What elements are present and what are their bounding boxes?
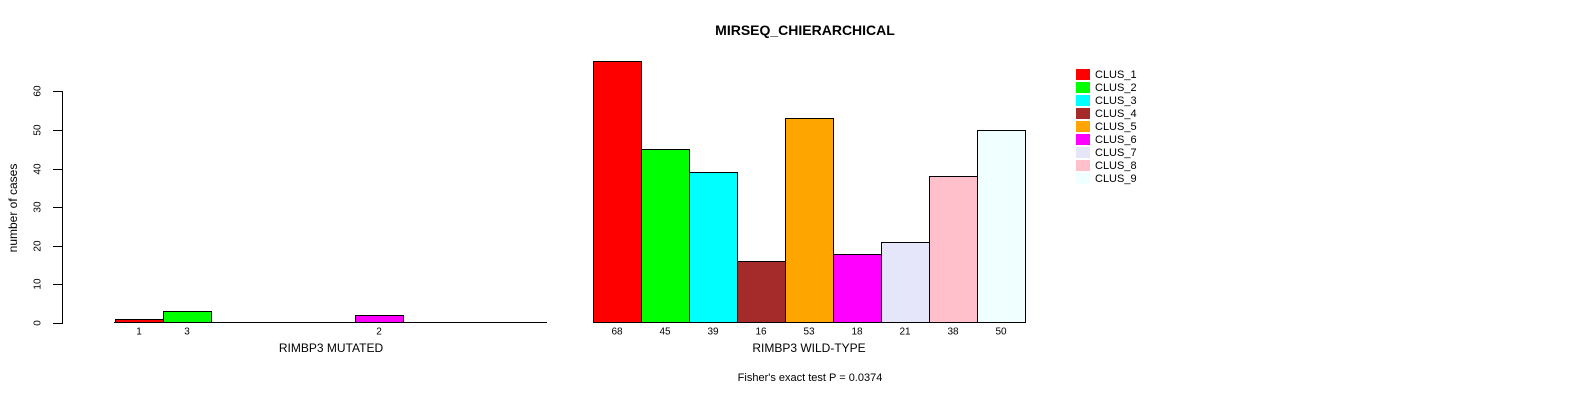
x-axis-line-mutated bbox=[114, 322, 547, 323]
legend-item-clus_1: CLUS_1 bbox=[1076, 68, 1137, 81]
bar-label-clus_8: 38 bbox=[947, 326, 959, 338]
legend-label-clus_9: CLUS_9 bbox=[1095, 172, 1137, 185]
y-tick-0 bbox=[53, 323, 62, 324]
bar-label-clus_2: 45 bbox=[659, 326, 671, 338]
y-tick-10 bbox=[53, 284, 62, 286]
legend-label-clus_8: CLUS_8 bbox=[1095, 159, 1137, 172]
y-tick-label-50: 50 bbox=[32, 124, 44, 136]
legend-label-clus_7: CLUS_7 bbox=[1095, 146, 1137, 159]
y-tick-50 bbox=[53, 130, 62, 131]
legend-swatch-clus_9 bbox=[1076, 173, 1090, 184]
legend-label-clus_4: CLUS_4 bbox=[1095, 107, 1137, 120]
y-tick-20 bbox=[53, 245, 62, 247]
legend-item-clus_6: CLUS_6 bbox=[1076, 133, 1137, 146]
y-tick-label-20: 20 bbox=[32, 240, 44, 252]
legend-item-clus_2: CLUS_2 bbox=[1076, 81, 1137, 94]
y-tick-label-40: 40 bbox=[32, 163, 44, 175]
bar-label-clus_5: 53 bbox=[803, 326, 815, 338]
legend-label-clus_3: CLUS_3 bbox=[1095, 94, 1137, 107]
legend-label-clus_5: CLUS_5 bbox=[1095, 120, 1137, 133]
legend-label-clus_2: CLUS_2 bbox=[1095, 81, 1137, 94]
x-axis-title-mutated: RIMBP3 MUTATED bbox=[278, 341, 384, 355]
bar-clus_1 bbox=[115, 319, 164, 323]
y-tick-label-10: 10 bbox=[32, 278, 44, 290]
legend-label-clus_6: CLUS_6 bbox=[1095, 133, 1137, 146]
bar-clus_9 bbox=[977, 130, 1026, 323]
legend-swatch-clus_3 bbox=[1076, 95, 1090, 106]
legend-item-clus_5: CLUS_5 bbox=[1076, 120, 1137, 133]
y-tick-label-60: 60 bbox=[32, 85, 44, 97]
legend-swatch-clus_5 bbox=[1076, 121, 1090, 132]
bar-clus_1 bbox=[593, 61, 642, 323]
bar-label-clus_4: 16 bbox=[755, 326, 767, 338]
y-tick-30 bbox=[53, 207, 62, 209]
legend-item-clus_9: CLUS_9 bbox=[1076, 172, 1137, 185]
fisher-test-annotation: Fisher's exact test P = 0.0374 bbox=[737, 372, 883, 384]
legend-item-clus_4: CLUS_4 bbox=[1076, 107, 1137, 120]
legend-item-clus_3: CLUS_3 bbox=[1076, 94, 1137, 107]
legend-swatch-clus_2 bbox=[1076, 82, 1090, 93]
bar-clus_3 bbox=[689, 172, 738, 323]
y-axis-title: number of cases bbox=[6, 163, 20, 253]
bar-clus_6 bbox=[355, 315, 404, 323]
y-axis-line bbox=[62, 91, 63, 324]
legend-item-clus_8: CLUS_8 bbox=[1076, 159, 1137, 172]
x-axis-title-wild-type: RIMBP3 WILD-TYPE bbox=[752, 341, 866, 355]
bar-label-clus_6: 2 bbox=[376, 326, 382, 338]
y-tick-label-30: 30 bbox=[32, 201, 44, 213]
legend-swatch-clus_1 bbox=[1076, 69, 1090, 80]
legend-swatch-clus_7 bbox=[1076, 147, 1090, 158]
legend-swatch-clus_8 bbox=[1076, 160, 1090, 171]
bar-label-clus_2: 3 bbox=[184, 326, 190, 338]
legend-item-clus_7: CLUS_7 bbox=[1076, 146, 1137, 159]
bar-clus_5 bbox=[785, 118, 834, 323]
legend-swatch-clus_6 bbox=[1076, 134, 1090, 145]
bar-label-clus_1: 68 bbox=[611, 326, 623, 338]
bar-label-clus_6: 18 bbox=[851, 326, 863, 338]
y-tick-60 bbox=[53, 91, 62, 93]
bar-label-clus_3: 39 bbox=[707, 326, 719, 338]
bar-clus_6 bbox=[833, 254, 882, 323]
bar-clus_8 bbox=[929, 176, 978, 323]
chart-title: MIRSEQ_CHIERARCHICAL bbox=[715, 22, 895, 38]
bar-clus_4 bbox=[737, 261, 786, 323]
bar-clus_2 bbox=[163, 311, 212, 323]
legend-swatch-clus_4 bbox=[1076, 108, 1090, 119]
legend-label-clus_1: CLUS_1 bbox=[1095, 68, 1137, 81]
y-tick-label-0: 0 bbox=[32, 320, 44, 326]
bar-label-clus_9: 50 bbox=[995, 326, 1007, 338]
bar-clus_7 bbox=[881, 242, 930, 323]
y-tick-40 bbox=[53, 168, 62, 170]
bar-label-clus_1: 1 bbox=[136, 326, 142, 338]
bar-clus_2 bbox=[641, 149, 690, 323]
bar-label-clus_7: 21 bbox=[899, 326, 911, 338]
